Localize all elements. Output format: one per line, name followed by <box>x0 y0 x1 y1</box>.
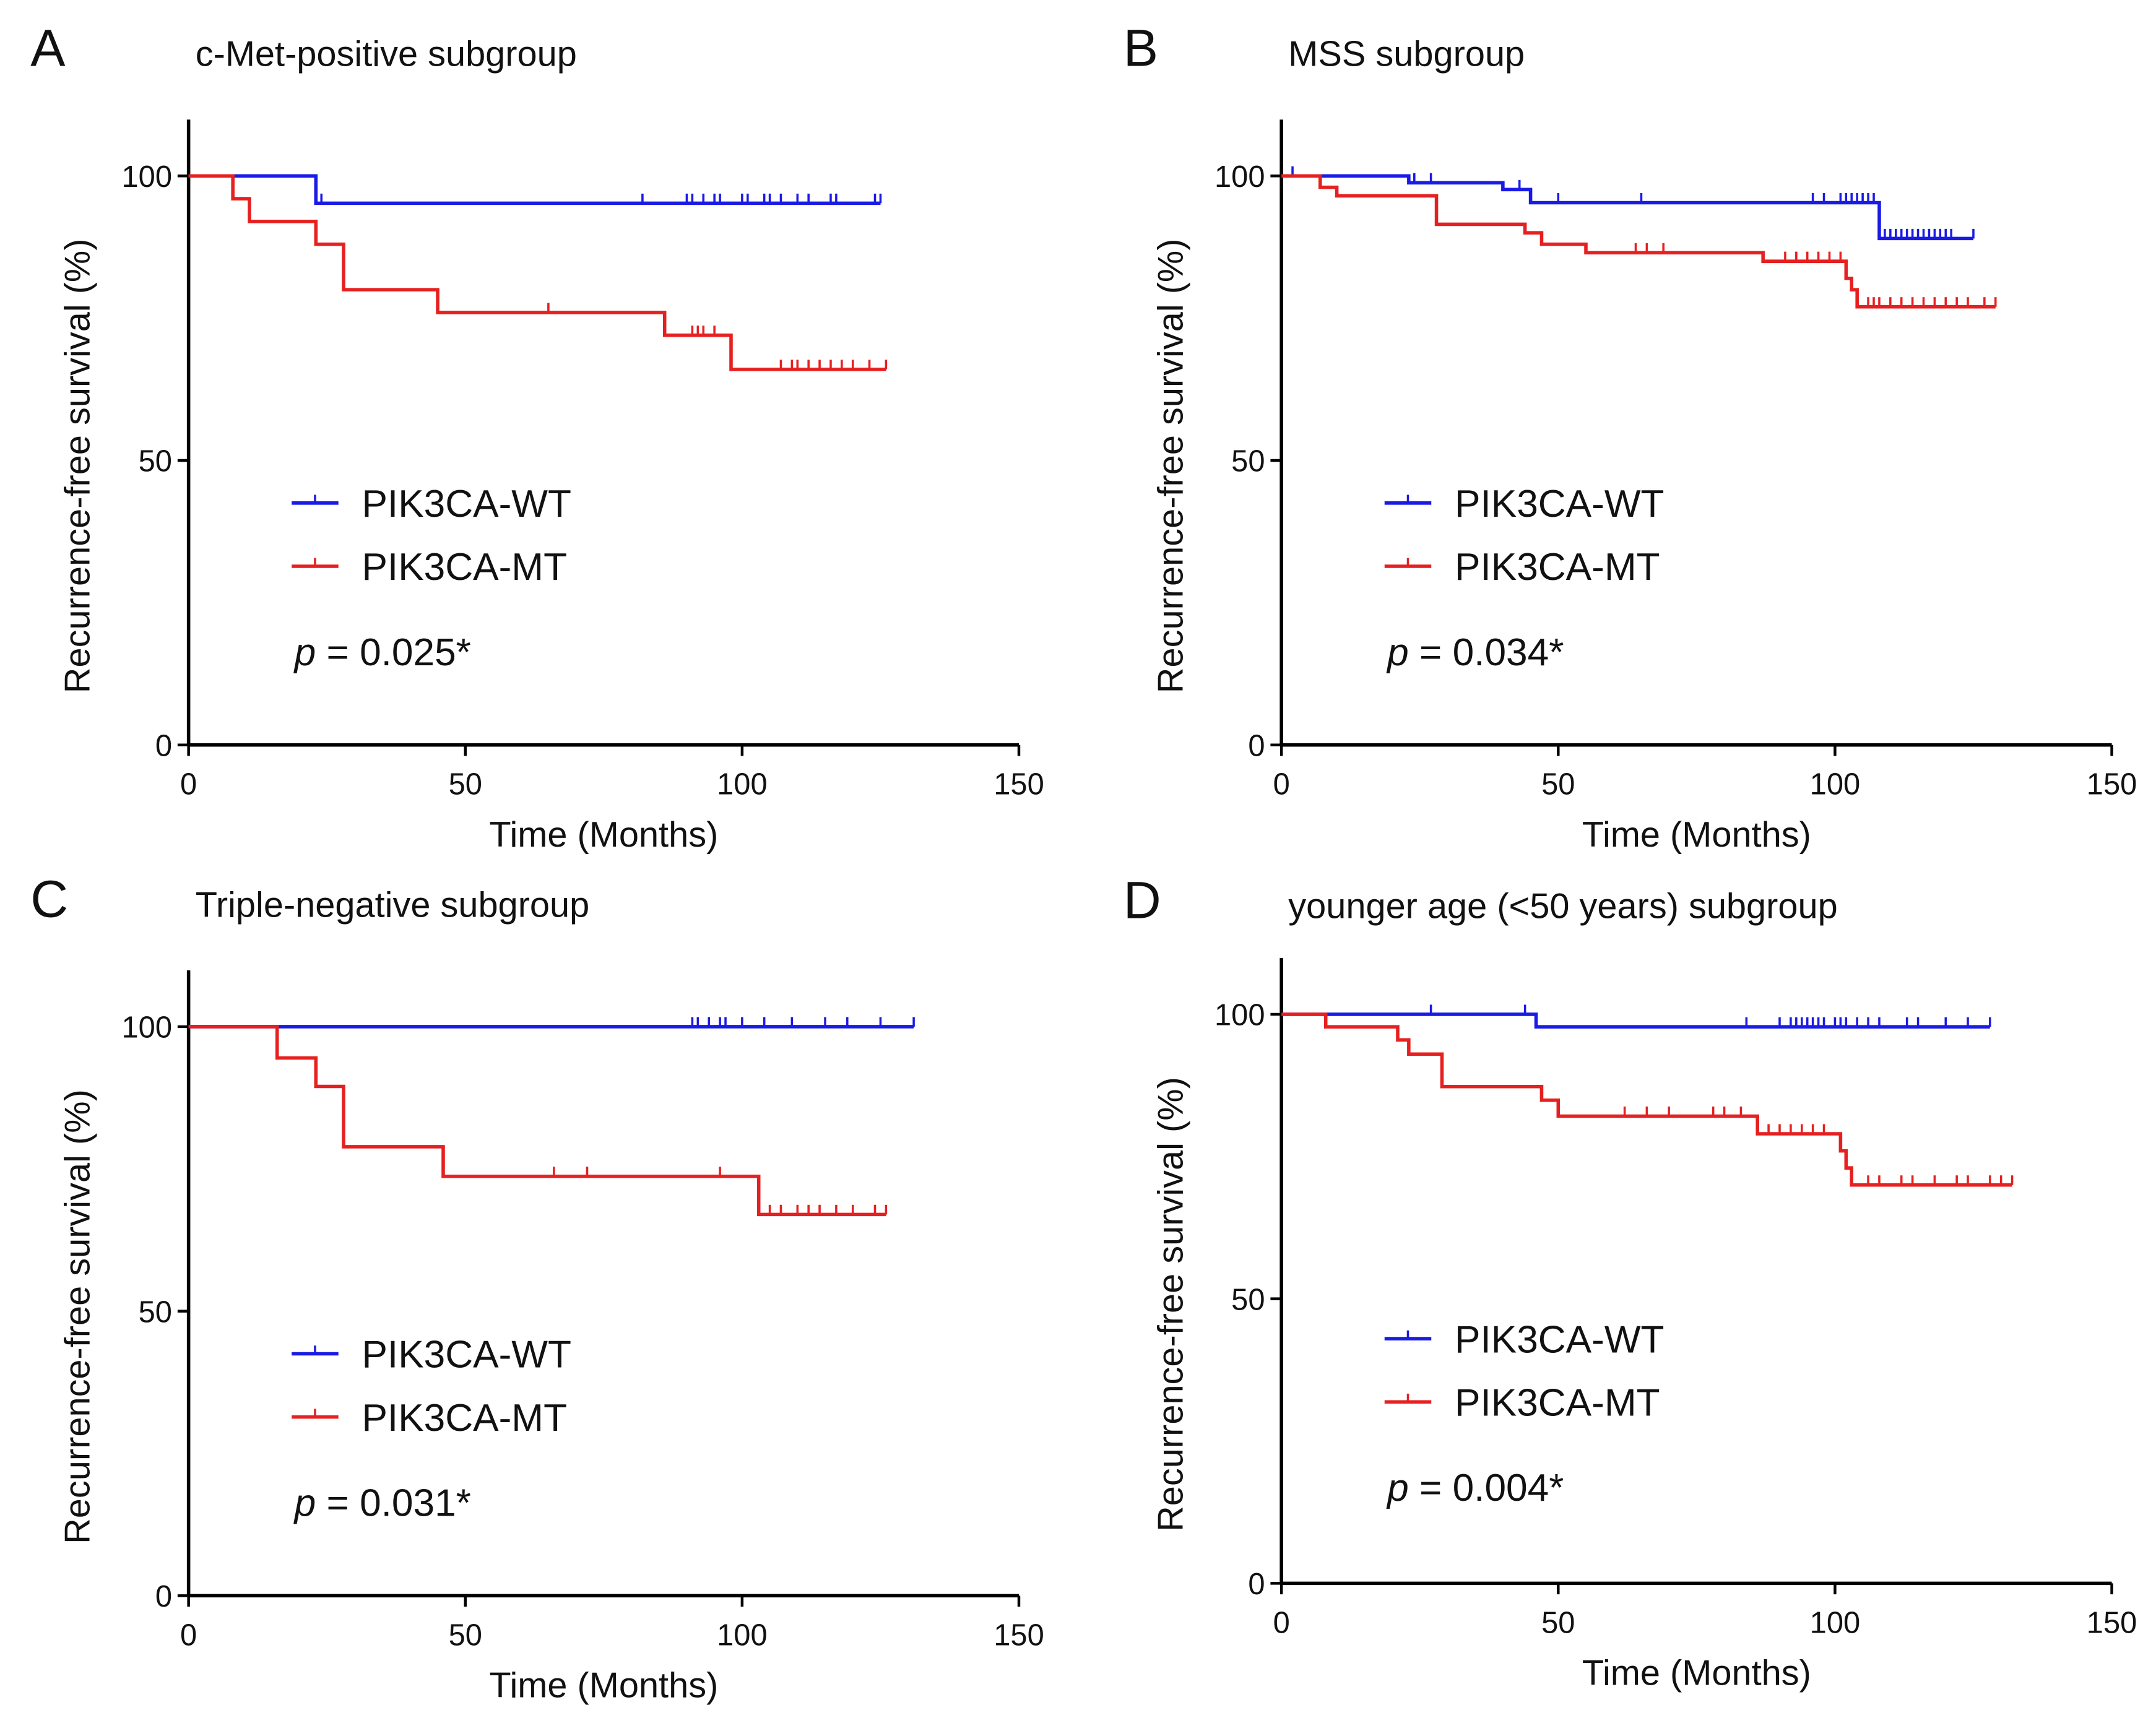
series-line-mt <box>1281 174 1996 309</box>
p-value-text: = 0.025* <box>316 631 471 674</box>
x-tick-label: 50 <box>449 768 482 801</box>
y-tick-label: 100 <box>121 160 172 194</box>
y-tick-label: 100 <box>1214 160 1265 194</box>
x-tick-label: 0 <box>180 1618 197 1652</box>
x-tick-label: 50 <box>449 1618 482 1652</box>
p-symbol: p <box>293 631 316 674</box>
series-line-wt <box>1281 174 1973 241</box>
x-tick-label: 50 <box>1541 768 1575 801</box>
legend-label: PIK3CA-WT <box>1455 483 1665 525</box>
panel-letter: D <box>1123 871 1161 929</box>
panel-C: C Triple-negative subgroup 0 50 100 150 0 50 100… <box>30 870 1044 1705</box>
x-tick-label: 0 <box>1273 768 1290 801</box>
panel-title: younger age (<50 years) subgroup <box>1288 886 1837 926</box>
x-tick-label: 150 <box>2087 1606 2137 1639</box>
x-tick-label: 100 <box>717 768 768 801</box>
y-axis-label: Recurrence-free survival (%) <box>1151 238 1190 693</box>
series-line-wt <box>1281 1012 1990 1029</box>
legend-label: PIK3CA-WT <box>1455 1318 1665 1361</box>
p-value: p = 0.031* <box>293 1482 471 1525</box>
x-tick-label: 150 <box>994 768 1044 801</box>
y-tick-label: 100 <box>1214 999 1265 1032</box>
legend-label: PIK3CA-MT <box>1455 1381 1660 1424</box>
panel-letter: C <box>30 870 68 928</box>
series-line-mt <box>188 1025 886 1217</box>
y-tick-label: 100 <box>121 1011 172 1045</box>
p-value: p = 0.034* <box>1386 631 1564 674</box>
panel-title: MSS subgroup <box>1288 35 1525 74</box>
y-axis-label: Recurrence-free survival (%) <box>1151 1077 1190 1532</box>
y-tick-label: 50 <box>1231 1283 1265 1316</box>
y-tick-label: 0 <box>1248 1568 1265 1601</box>
p-symbol: p <box>1386 1467 1409 1509</box>
legend-label: PIK3CA-WT <box>361 483 571 525</box>
legend-label: PIK3CA-MT <box>1455 546 1660 589</box>
y-axis-label: Recurrence-free survival (%) <box>58 1089 98 1544</box>
p-value-text: = 0.034* <box>1409 631 1564 674</box>
x-tick-label: 100 <box>717 1618 768 1652</box>
y-tick-label: 0 <box>155 1580 172 1613</box>
panel-title: Triple-negative subgroup <box>196 885 590 925</box>
y-axis-label: Recurrence-free survival (%) <box>58 238 98 693</box>
legend-label: PIK3CA-MT <box>361 1397 567 1440</box>
x-axis-label: Time (Months) <box>1582 1654 1811 1693</box>
p-value-text: = 0.004* <box>1409 1467 1564 1509</box>
p-symbol: p <box>293 1482 316 1525</box>
panel-title: c-Met-positive subgroup <box>196 35 577 74</box>
p-value-text: = 0.031* <box>316 1482 471 1525</box>
series-line-wt <box>188 174 881 205</box>
x-axis-label: Time (Months) <box>1582 815 1811 855</box>
y-tick-label: 0 <box>155 729 172 762</box>
legend-label: PIK3CA-MT <box>361 546 567 589</box>
x-axis-label: Time (Months) <box>489 815 718 855</box>
p-value: p = 0.025* <box>293 631 471 674</box>
p-symbol: p <box>1386 631 1409 674</box>
series-line-mt <box>1281 1012 2012 1187</box>
panel-B: B MSS subgroup 0 50 100 150 0 50 100 Time (Months… <box>1123 19 2137 855</box>
y-tick-label: 0 <box>1248 729 1265 762</box>
panel-letter: B <box>1123 19 1158 77</box>
legend-label: PIK3CA-WT <box>361 1334 571 1376</box>
x-tick-label: 150 <box>2087 768 2137 801</box>
x-tick-label: 150 <box>994 1618 1044 1652</box>
y-tick-label: 50 <box>139 445 172 478</box>
x-axis-label: Time (Months) <box>489 1666 718 1706</box>
panel-letter: A <box>30 19 66 77</box>
y-tick-label: 50 <box>139 1295 172 1329</box>
y-tick-label: 50 <box>1231 445 1265 478</box>
x-tick-label: 50 <box>1541 1606 1575 1639</box>
x-tick-label: 100 <box>1810 768 1861 801</box>
p-value: p = 0.004* <box>1386 1467 1564 1509</box>
x-tick-label: 0 <box>180 768 197 801</box>
x-tick-label: 0 <box>1273 1606 1290 1639</box>
x-tick-label: 100 <box>1810 1606 1861 1639</box>
